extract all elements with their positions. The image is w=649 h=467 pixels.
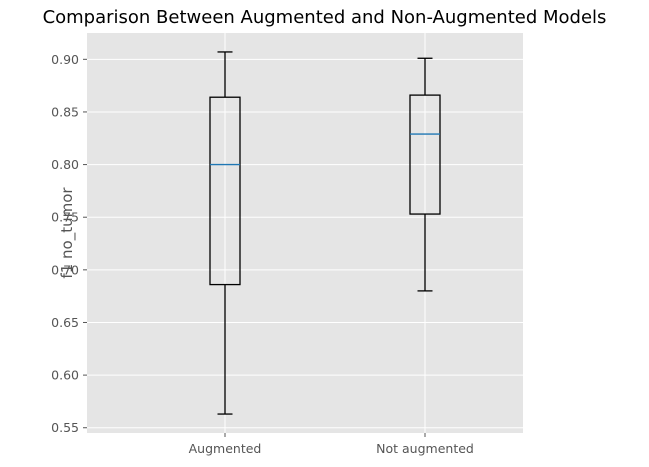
box-augmented <box>209 51 241 415</box>
y-tick-label: 0.80 <box>51 157 79 172</box>
box-not-augmented <box>409 57 441 292</box>
y-tick-label: 0.90 <box>51 52 79 67</box>
y-axis-label: f1 no_tumor <box>58 187 77 279</box>
y-tick-label: 0.75 <box>51 210 79 225</box>
y-axis-ticks: 0.55 0.60 0.65 0.70 0.75 0.80 0.85 0.90 <box>51 52 87 435</box>
y-tick-label: 0.60 <box>51 368 79 383</box>
boxes <box>209 51 441 415</box>
x-tick-label: Augmented <box>189 441 262 456</box>
y-tick-label: 0.55 <box>51 420 79 435</box>
x-axis-ticks: Augmented Not augmented <box>189 433 474 456</box>
iqr-box <box>209 96 241 286</box>
iqr-box <box>409 94 441 215</box>
y-tick-label: 0.70 <box>51 262 79 277</box>
plot-area <box>87 33 523 433</box>
x-tick-label: Not augmented <box>376 441 474 456</box>
chart-title: Comparison Between Augmented and Non-Aug… <box>42 7 607 28</box>
y-tick-label: 0.65 <box>51 315 79 330</box>
y-tick-label: 0.85 <box>51 104 79 119</box>
